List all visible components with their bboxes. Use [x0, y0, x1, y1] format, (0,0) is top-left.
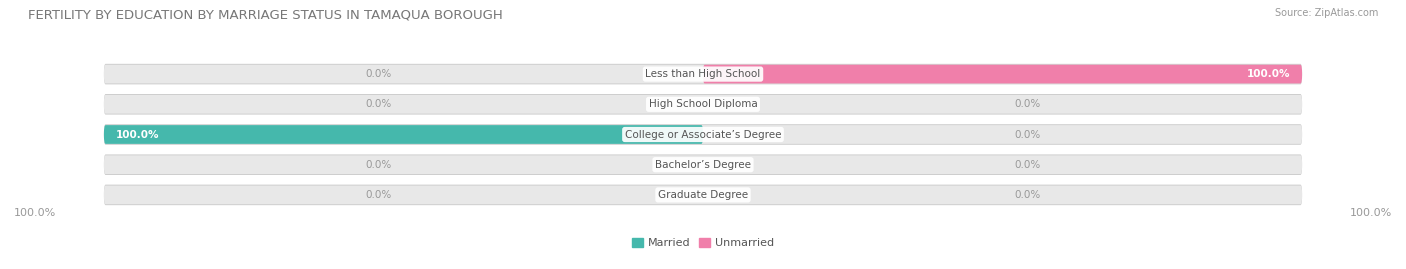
FancyBboxPatch shape [104, 185, 1302, 205]
FancyBboxPatch shape [104, 155, 1302, 174]
Text: 0.0%: 0.0% [366, 160, 391, 170]
Text: 0.0%: 0.0% [366, 99, 391, 109]
FancyBboxPatch shape [104, 124, 1302, 145]
Text: Graduate Degree: Graduate Degree [658, 190, 748, 200]
FancyBboxPatch shape [104, 64, 1302, 84]
Text: 100.0%: 100.0% [1350, 208, 1392, 218]
Text: College or Associate’s Degree: College or Associate’s Degree [624, 129, 782, 140]
Text: High School Diploma: High School Diploma [648, 99, 758, 109]
FancyBboxPatch shape [104, 186, 1302, 204]
Text: Bachelor’s Degree: Bachelor’s Degree [655, 160, 751, 170]
Text: Source: ZipAtlas.com: Source: ZipAtlas.com [1274, 8, 1378, 18]
Text: 100.0%: 100.0% [115, 129, 159, 140]
Legend: Married, Unmarried: Married, Unmarried [627, 233, 779, 253]
Text: 100.0%: 100.0% [1247, 69, 1291, 79]
FancyBboxPatch shape [104, 95, 1302, 114]
Text: 0.0%: 0.0% [366, 190, 391, 200]
Text: 0.0%: 0.0% [1015, 190, 1040, 200]
Text: 0.0%: 0.0% [1015, 160, 1040, 170]
Text: Less than High School: Less than High School [645, 69, 761, 79]
FancyBboxPatch shape [104, 125, 703, 144]
FancyBboxPatch shape [104, 154, 1302, 175]
FancyBboxPatch shape [104, 65, 1302, 83]
FancyBboxPatch shape [104, 125, 1302, 144]
Text: 0.0%: 0.0% [1015, 99, 1040, 109]
FancyBboxPatch shape [703, 65, 1302, 83]
Text: 0.0%: 0.0% [1015, 129, 1040, 140]
FancyBboxPatch shape [104, 94, 1302, 115]
Text: 100.0%: 100.0% [14, 208, 56, 218]
Text: 0.0%: 0.0% [366, 69, 391, 79]
Text: FERTILITY BY EDUCATION BY MARRIAGE STATUS IN TAMAQUA BOROUGH: FERTILITY BY EDUCATION BY MARRIAGE STATU… [28, 8, 503, 21]
